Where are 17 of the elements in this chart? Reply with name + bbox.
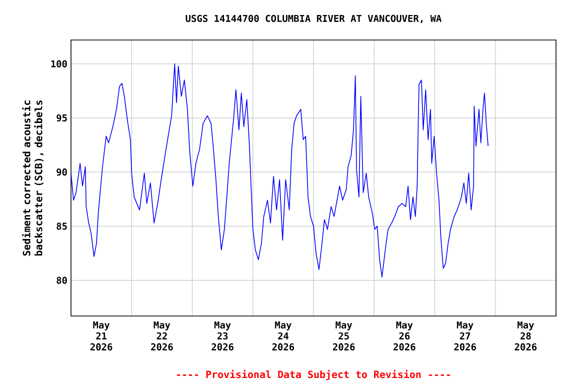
text: ---- Provisional Data Subject to Revision ---- [177,370,450,380]
x-tick-label: May 28 2026 [514,322,537,350]
line-series [71,63,489,278]
y-tick-label: 90 [56,168,67,176]
y-tick-label: 95 [56,114,67,122]
y-tick-label: 80 [56,276,67,284]
x-tick-label: May 25 2026 [332,322,355,350]
y-tick-label: 85 [56,222,67,230]
x-tick-label: May 26 2026 [394,322,416,350]
chart-title: USGS 14144700 COLUMBIA RIVER AT VANCOUVER, WA [186,14,442,24]
y-tick-label: 100 [51,60,67,68]
x-tick-label: May 23 2026 [212,322,234,350]
x-tick-label: May 21 2026 [90,322,112,350]
x-tick-label: May 24 2026 [272,322,294,350]
y-axis-title: Sediment corrected acoustic backscatter (SCB), decibels [22,100,44,256]
x-tick-label: May 27 2026 [454,322,476,350]
x-tick-label: May 22 2026 [151,322,173,350]
